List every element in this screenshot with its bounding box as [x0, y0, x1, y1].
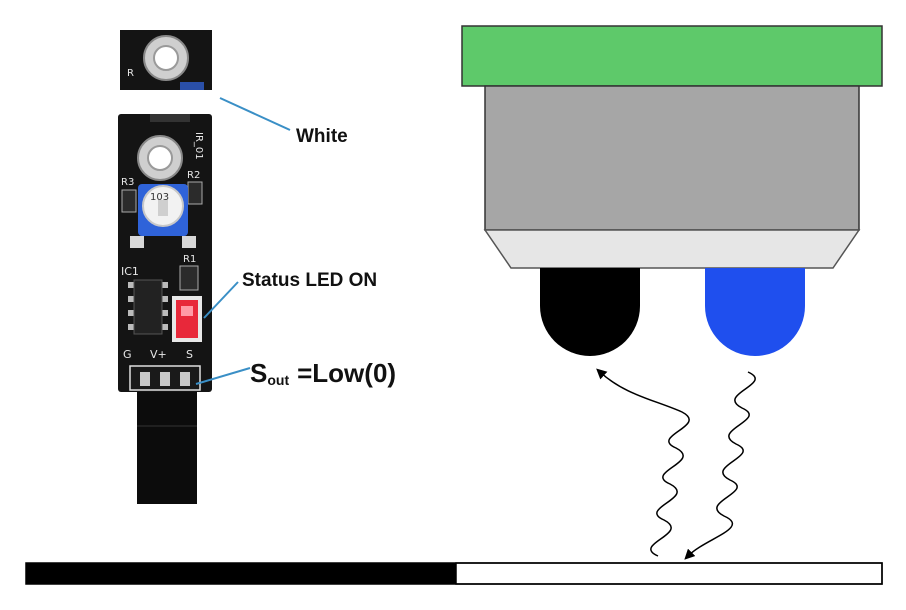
pcb-r3: R3 — [121, 177, 134, 188]
wavy-arrow-down-icon — [684, 371, 756, 560]
module-board: IR_01 R3 R2 103 R1 IC1 — [118, 114, 212, 392]
pin-label-v: V+ — [150, 348, 167, 361]
pcb-r-label: R — [127, 68, 134, 79]
white-label: White — [296, 126, 348, 147]
emitter-led — [705, 268, 805, 356]
surface-white — [455, 562, 883, 585]
header-pins — [129, 365, 201, 391]
wavy-arrow-up-icon — [596, 368, 690, 557]
sout-callout-line — [195, 367, 251, 385]
connector-block — [137, 392, 197, 504]
surface-strip — [25, 562, 883, 585]
potentiometer: 103 — [130, 184, 196, 248]
module-top-tab: R — [120, 30, 212, 90]
surface-black — [26, 563, 456, 584]
sout-value: =Low(0) — [297, 358, 396, 388]
sout-label: Sout =Low(0) — [250, 358, 396, 388]
receiver-photodiode — [540, 268, 640, 356]
status-led — [172, 296, 202, 342]
ic-chip — [128, 279, 168, 335]
sensor-module: R IR_01 R3 R2 103 R1 IC1 — [118, 30, 212, 504]
pcb-r2: R2 — [187, 170, 200, 181]
pin-label-s: S — [186, 348, 193, 361]
pin-label-g: G — [123, 348, 132, 361]
sout-subscript: out — [267, 372, 289, 388]
status-led-lit — [176, 300, 198, 338]
white-callout-line — [219, 97, 291, 131]
housing-body — [484, 85, 860, 231]
pcb-r1: R1 — [183, 254, 196, 265]
status-led-callout-line — [203, 281, 239, 319]
sensor-housing — [461, 25, 883, 356]
housing-top — [461, 25, 883, 87]
pcb-ic1: IC1 — [121, 265, 139, 278]
pcb-board-id: IR_01 — [193, 132, 204, 160]
status-led-label: Status LED ON — [242, 270, 377, 291]
housing-base — [483, 229, 861, 269]
sout-main: S — [250, 358, 267, 388]
pot-code: 103 — [150, 192, 169, 203]
